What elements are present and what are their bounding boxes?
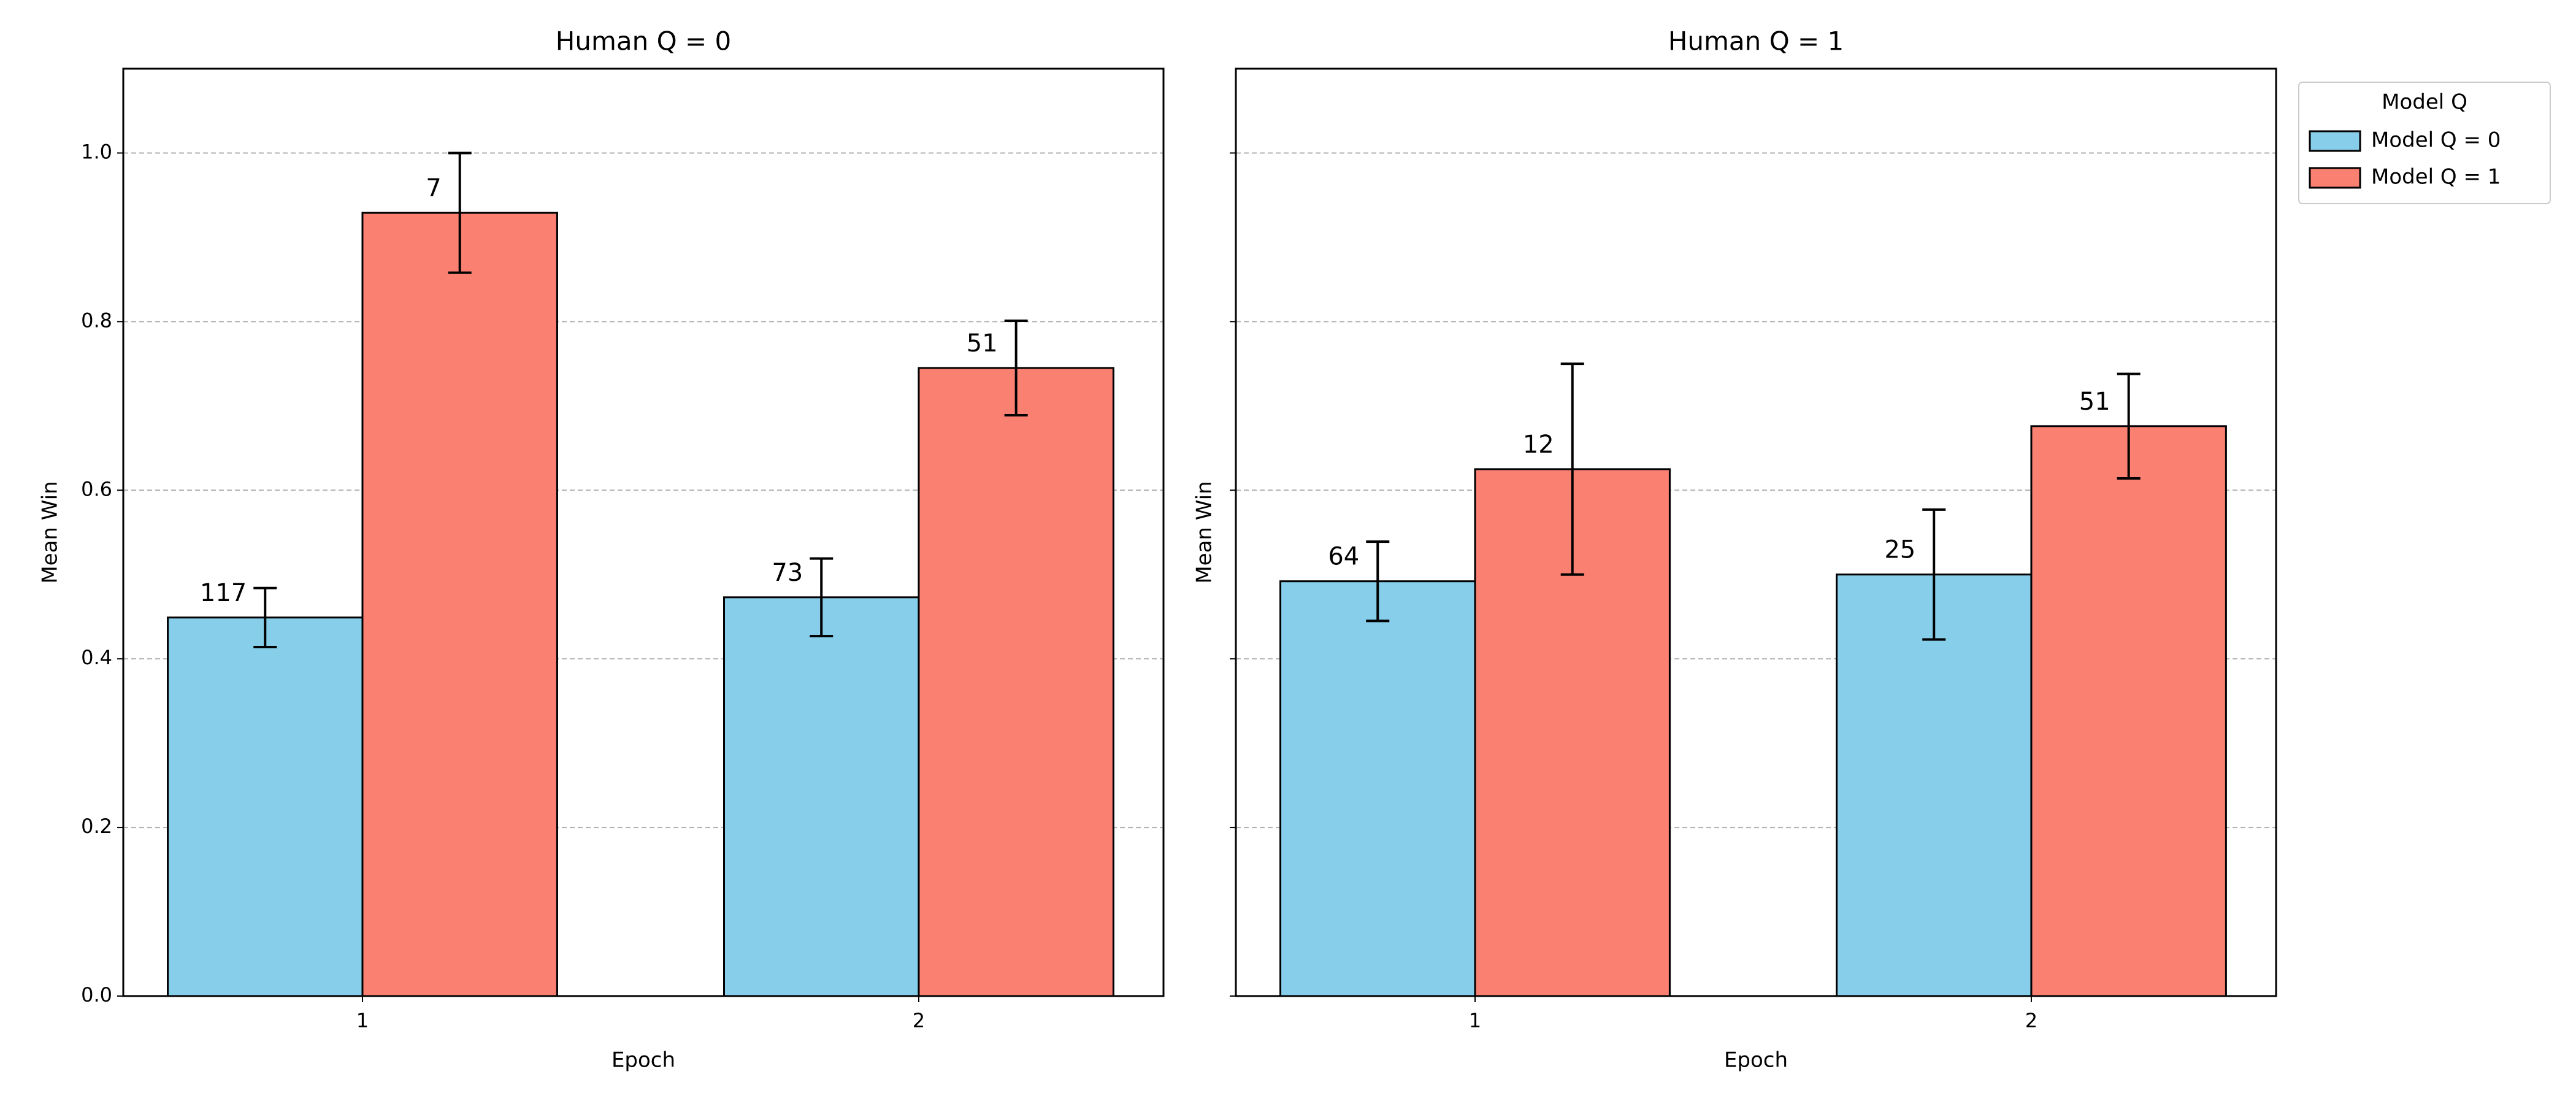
- error-bar: [1922, 508, 1946, 641]
- y-axis-label: Mean Win: [38, 481, 63, 583]
- bar: [2030, 425, 2227, 997]
- x-axis-label: Epoch: [611, 1048, 675, 1073]
- legend-swatch: [2309, 167, 2361, 189]
- bar: [1836, 573, 2033, 997]
- y-tick-label: 0.0: [81, 983, 112, 1006]
- bar: [361, 212, 558, 997]
- panel-title: Human Q = 1: [1668, 26, 1844, 56]
- count-label: 51: [967, 329, 998, 358]
- error-bar: [810, 557, 834, 638]
- y-tick-label: 1.0: [81, 140, 112, 163]
- y-tick-label: 0.4: [81, 646, 112, 669]
- error-bar: [448, 151, 472, 274]
- count-label: 25: [1884, 536, 1915, 564]
- count-label: 73: [772, 559, 803, 587]
- count-label: 51: [2079, 388, 2110, 416]
- y-tick-label: 0.2: [81, 815, 112, 838]
- legend-frame: [2298, 82, 2551, 204]
- plot-frame: [1235, 67, 2277, 997]
- error-bar: [2117, 372, 2141, 480]
- x-tick-label: 1: [356, 1009, 369, 1032]
- x-tick-label: 1: [1469, 1009, 1481, 1032]
- error-bar: [1366, 540, 1390, 623]
- error-bar: [1560, 362, 1584, 576]
- legend-label: Model Q = 1: [2371, 165, 2501, 190]
- count-label: 117: [200, 579, 247, 607]
- count-label: 64: [1328, 543, 1359, 571]
- legend-label: Model Q = 0: [2371, 128, 2501, 153]
- y-tick-label: 0.8: [81, 309, 112, 332]
- legend-title: Model Q: [2382, 90, 2467, 115]
- y-axis-label: Mean Win: [1192, 481, 1217, 583]
- y-tick-label: 0.6: [81, 477, 112, 500]
- panel-title: Human Q = 0: [556, 26, 732, 56]
- x-axis-label: Epoch: [1724, 1048, 1788, 1073]
- x-tick-label: 2: [913, 1009, 925, 1032]
- bar: [1279, 580, 1476, 997]
- count-label: 7: [426, 174, 441, 202]
- plot-frame: [122, 67, 1165, 997]
- bar: [167, 616, 364, 997]
- count-label: 12: [1523, 431, 1554, 459]
- error-bar: [1004, 319, 1028, 416]
- x-tick-label: 2: [2025, 1009, 2037, 1032]
- bar: [723, 596, 920, 997]
- bar: [918, 367, 1114, 997]
- legend-swatch: [2309, 130, 2361, 152]
- error-bar: [253, 586, 277, 648]
- legend: Model Q Model Q = 0 Model Q = 1: [2298, 82, 2551, 204]
